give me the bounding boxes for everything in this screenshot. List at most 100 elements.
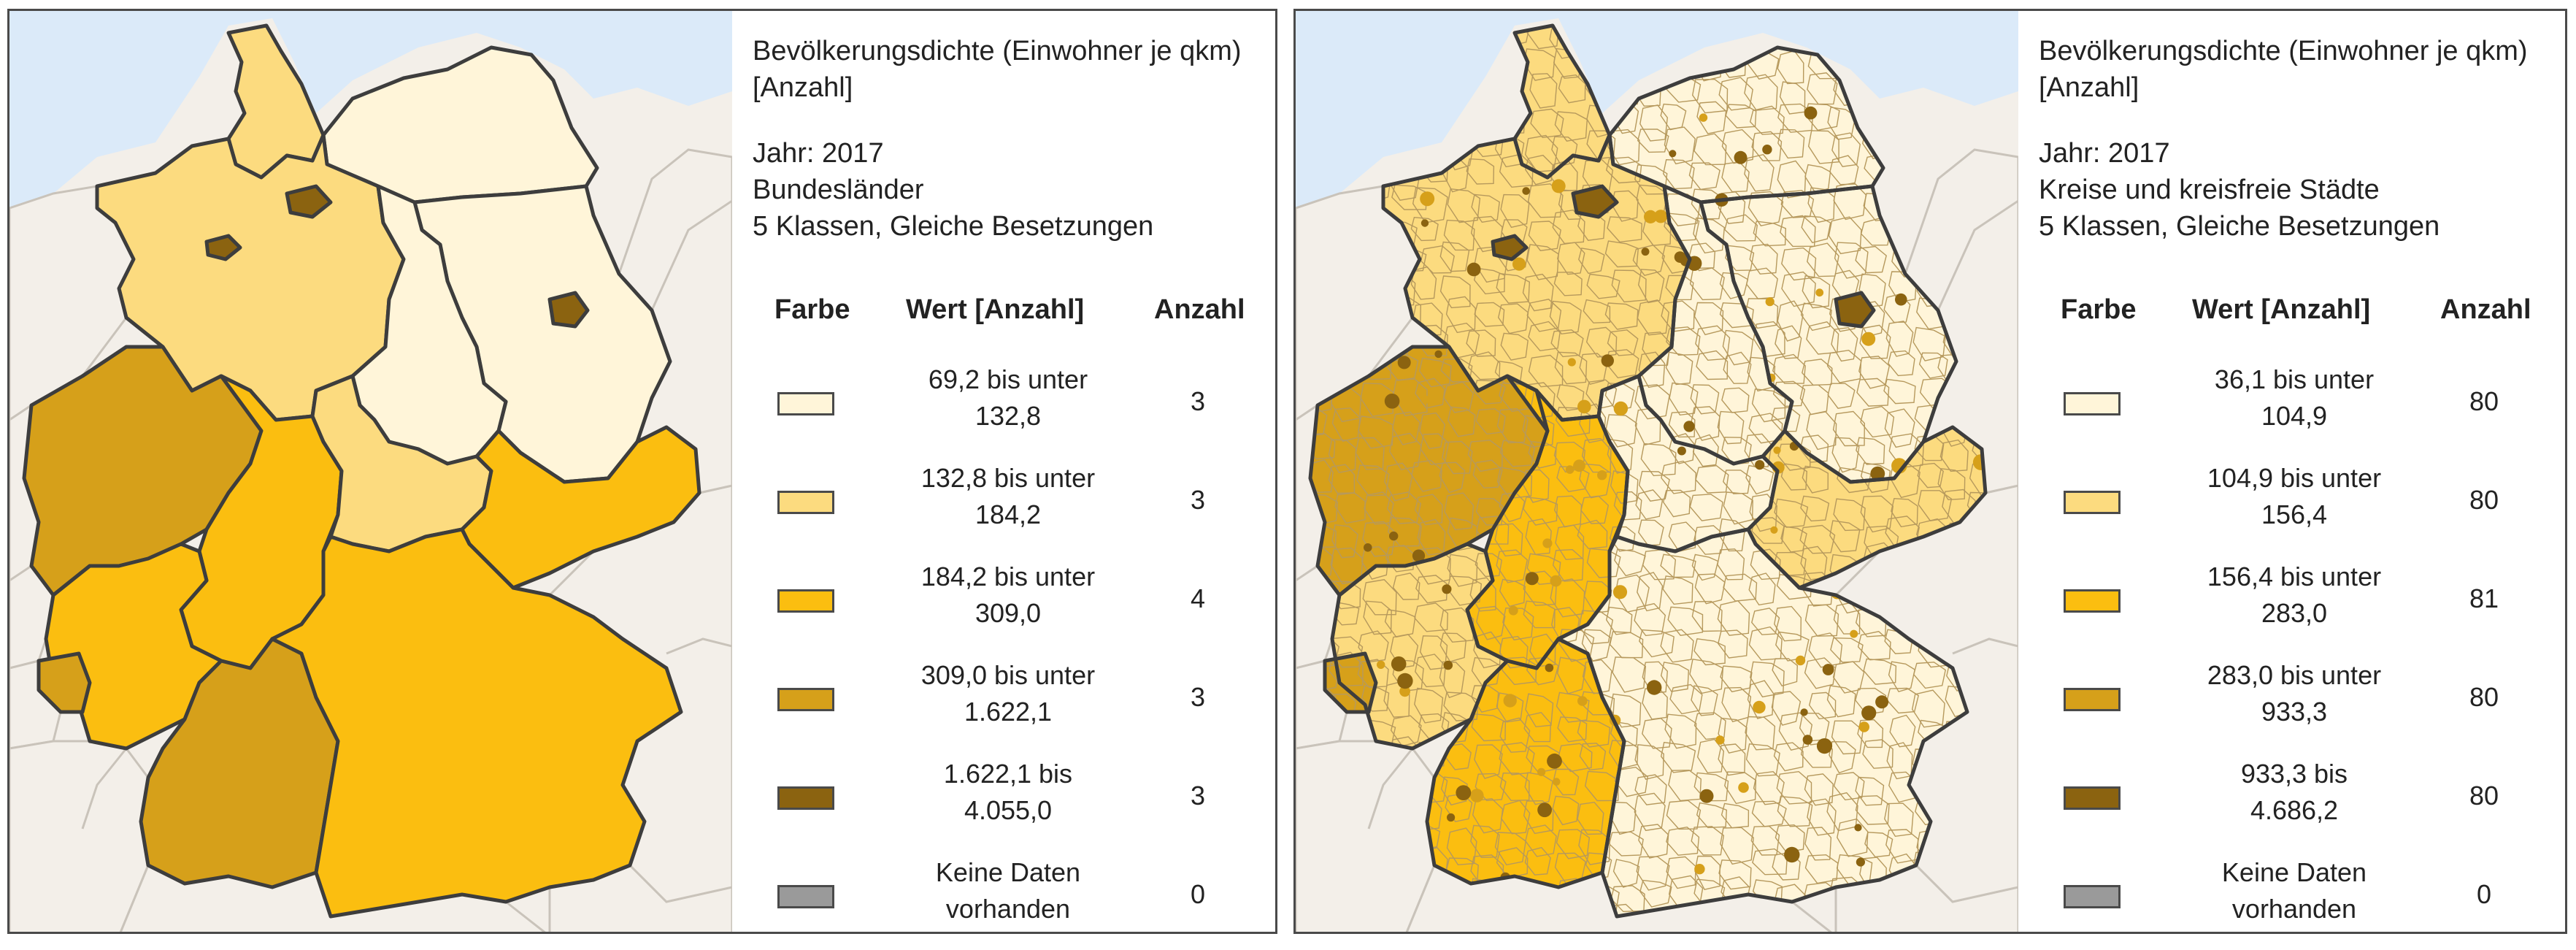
kreis-patch [1390,715,1422,747]
kreis-patch [1527,183,1564,218]
kreis-patch [1555,407,1591,437]
kreis-patch [1857,631,1891,661]
legend-range-line2: 184,2 [974,499,1042,529]
kreis-patch [1579,463,1612,499]
kreis-patch [1466,329,1496,357]
kreis-patch [1611,269,1647,303]
kreis-patch [1579,403,1607,443]
city-dot [1551,179,1566,194]
legend-range-line2: 4.055,0 [964,795,1053,825]
legend-range: 132,8 bis unter 184,2 [862,460,1154,533]
kreis-patch [1500,194,1530,229]
city-dot [1683,421,1695,432]
kreis-patch [1804,164,1831,193]
neighbor-country [9,740,150,932]
kreis-patch [1776,574,1812,600]
legend-year: Jahr: 2017 [2039,138,2170,169]
kreis-patch [1638,519,1664,546]
kreis-patch [1526,299,1562,332]
city-dot [1597,470,1607,480]
kreis-patch [1528,321,1561,352]
city-dot [1858,721,1869,732]
city-dot [1552,778,1561,786]
kreis-patch [1718,717,1748,754]
kreis-patch [1722,329,1754,366]
kreis-patch [1689,659,1724,694]
kreis-patch [1829,520,1861,553]
state-border-sl [1323,651,1378,714]
legend-range-line1: 283,0 bis unter [2207,660,2382,690]
kreis-patch [1744,153,1775,192]
kreis-patch [1577,720,1611,748]
kreis-patch [1778,712,1813,751]
legend-row: Keine Daten vorhanden 0 [745,854,1271,932]
kreis-patch [1725,245,1755,272]
legend-range-line1: 36,1 bis unter [2214,364,2375,394]
state-by [270,527,683,919]
kreis-patch [1640,443,1677,477]
neighbor-border-line [1296,564,1318,582]
kreis-patch [1358,630,1389,663]
city-dot [1420,395,1430,405]
kreis-patch [1832,661,1865,694]
kreis-patch [1780,526,1807,553]
kreis-patch [1689,494,1723,521]
kreis-patch [1414,602,1449,632]
kreis-patch [1609,526,1636,552]
kreis-patch [1830,637,1864,663]
kreis-patch [1329,651,1364,687]
legend-count: 3 [1190,682,1206,712]
legend-range-line1: 309,0 bis unter [920,660,1096,690]
city-dot [1773,446,1781,454]
kreis-patch [1753,221,1787,247]
kreis-patch [1751,388,1786,423]
kreis-patch [1634,602,1666,637]
kreis-patch [1749,243,1778,275]
legend-range-line1: 104,9 bis unter [2207,463,2382,493]
kreis-patch [1860,405,1895,438]
kreis-patch [1634,774,1667,805]
city-dot [1804,106,1818,120]
city-dot [1522,187,1530,195]
kreis-patch [1496,467,1533,499]
kreis-patch [1668,770,1702,802]
kreis-patch [1856,437,1885,465]
kreis-patch [1857,719,1884,748]
kreis-patch [1665,351,1693,386]
state-border-hb [1491,234,1529,261]
kreis-patch [1833,772,1865,801]
kreis-patch [1329,932,1359,934]
kreis-patch [1473,631,1502,669]
legend-title: Bevölkerungsdichte (Einwohner je qkm) [A… [753,36,1242,103]
kreis-patch [1832,410,1866,447]
city-dot [1447,813,1456,822]
kreis-patch [1331,407,1361,443]
kreis-patch [1826,349,1862,383]
city-dot [1525,572,1539,586]
legend-range-line2: 4.686,2 [2250,795,2339,825]
city-dot [1466,262,1481,277]
legend-swatch [777,589,834,613]
legend-range: 184,2 bis unter 309,0 [862,559,1154,632]
kreis-patch [1637,129,1669,153]
kreis-patch [1523,600,1556,629]
kreis-patch [1639,104,1669,142]
kreis-patch [1864,832,1893,858]
kreis-patch [1412,187,1448,223]
city-dot [1547,753,1562,769]
kreis-patch [1554,351,1588,385]
kreis-patch [1446,827,1477,866]
state-border-be [1834,291,1876,329]
kreis-patch [1802,275,1831,309]
kreis-patch [1775,631,1810,662]
city-dot [1699,113,1708,122]
kreis-patch [1855,245,1887,274]
kreis-patch [1833,498,1866,532]
city-dot [1699,789,1714,803]
kreis-patch [1666,326,1701,356]
legend-header-color: Farbe [774,294,850,325]
city-dot [1537,802,1552,818]
legend-range-line1: 1.622,1 bis [943,759,1073,789]
kreis-patch [1693,525,1726,555]
kreis-patch [1554,111,1588,142]
